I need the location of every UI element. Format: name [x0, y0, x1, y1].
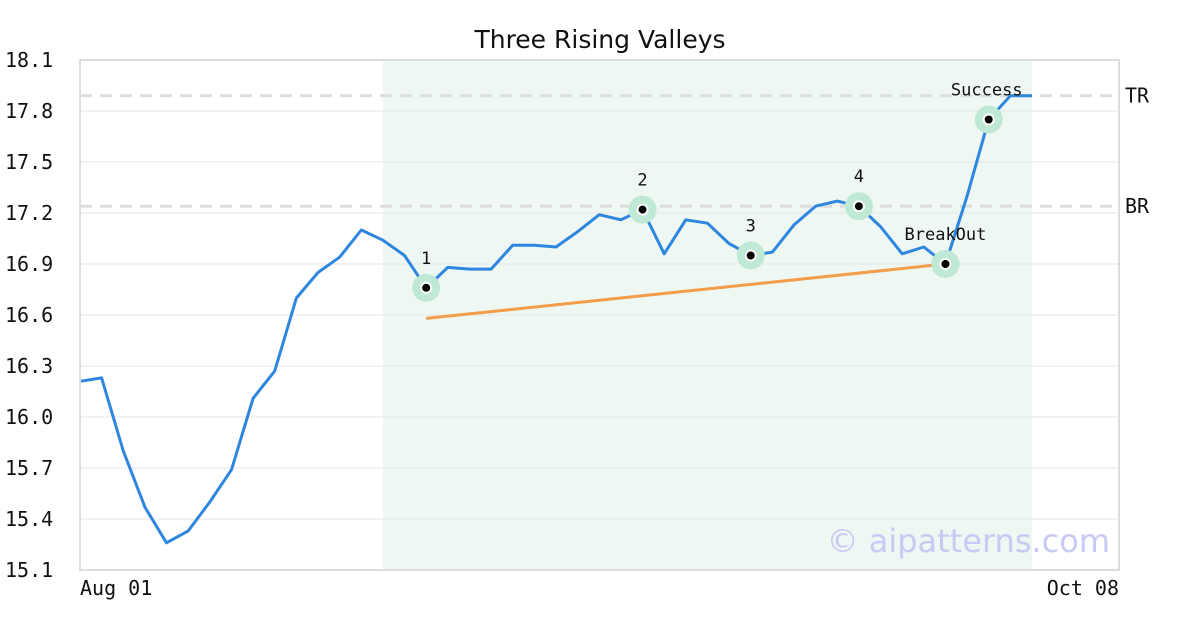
chart-title: Three Rising Valleys	[473, 25, 725, 54]
y-tick-label: 16.9	[5, 252, 53, 276]
level-label-br: BR	[1125, 194, 1150, 218]
price-line	[79, 94, 1032, 545]
marker-dot	[422, 283, 431, 292]
price-series	[79, 94, 1032, 545]
y-tick-label: 17.2	[5, 201, 53, 225]
marker-dot	[984, 115, 993, 124]
annotation-label: 3	[746, 217, 756, 237]
annotation-label: Success	[951, 81, 1023, 101]
y-tick-label: 17.5	[5, 150, 53, 174]
support-trendline	[426, 262, 946, 320]
x-tick-end: Oct 08	[1047, 576, 1119, 600]
y-tick-label: 16.3	[5, 354, 53, 378]
pattern-markers: 1 2 3 4 BreakOut Success	[412, 81, 1023, 302]
plot-frame	[79, 59, 1120, 571]
level-lines: TR BR	[80, 84, 1150, 218]
y-tick-label: 15.4	[5, 507, 53, 531]
y-tick-label: 15.7	[5, 456, 53, 480]
x-tick-start: Aug 01	[80, 576, 152, 600]
annotation-label: 4	[854, 167, 864, 187]
watermark: © aipatterns.com	[827, 522, 1110, 560]
annotation-label: 2	[637, 171, 647, 191]
y-axis-ticks: 18.1 17.8 17.5 17.2 16.9 16.6 16.3 16.0 15.7 15.4…	[5, 48, 53, 582]
y-tick-label: 16.0	[5, 405, 53, 429]
annotation-label: BreakOut	[905, 225, 987, 245]
level-label-tr: TR	[1125, 84, 1150, 108]
marker-dot	[638, 205, 647, 214]
y-tick-label: 17.8	[5, 99, 53, 123]
marker-dot	[746, 251, 755, 260]
annotation-label: 1	[421, 249, 431, 269]
y-tick-label: 18.1	[5, 48, 53, 72]
marker-dot	[941, 260, 950, 268]
marker-dot	[854, 202, 863, 211]
trendline-layer	[426, 262, 946, 320]
y-tick-label: 16.6	[5, 303, 53, 327]
y-tick-label: 15.1	[5, 558, 53, 582]
